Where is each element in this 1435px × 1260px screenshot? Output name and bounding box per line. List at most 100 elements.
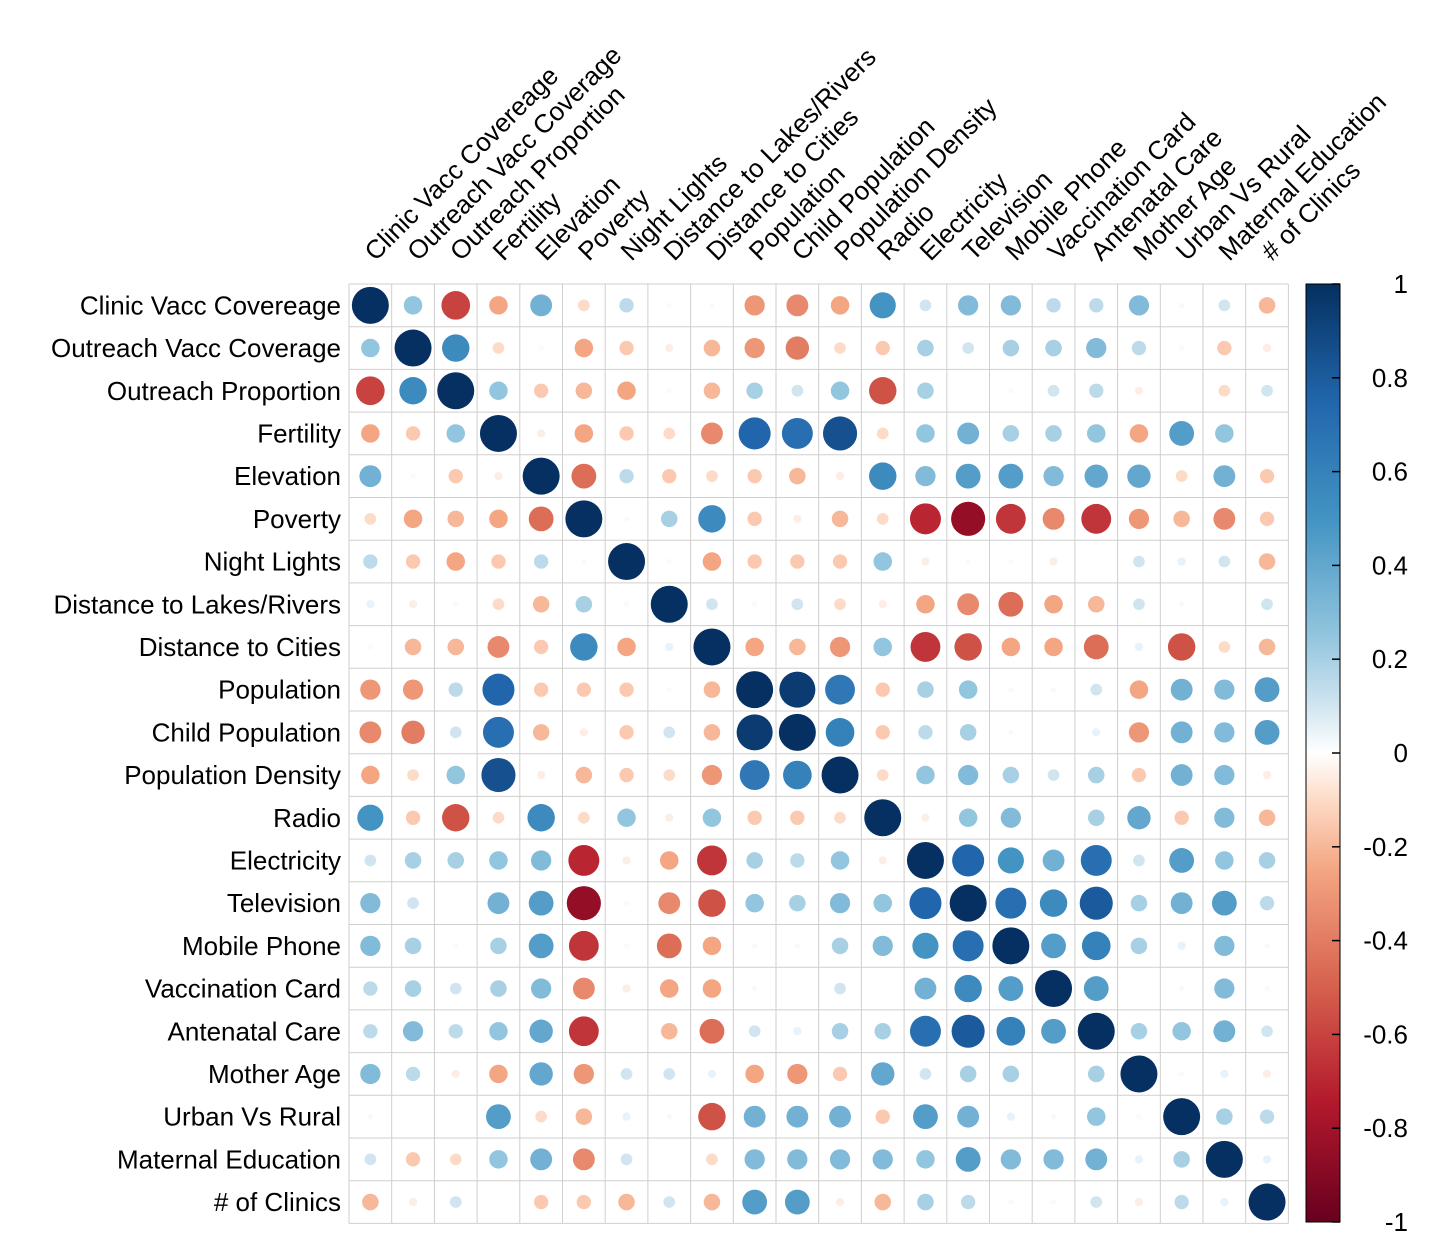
correlation-circle bbox=[662, 468, 677, 484]
correlation-circle bbox=[572, 1148, 595, 1171]
correlation-circle bbox=[663, 769, 676, 781]
correlation-circle bbox=[402, 679, 424, 700]
correlation-circle bbox=[919, 299, 932, 312]
correlation-circle bbox=[793, 1027, 802, 1036]
correlation-circle bbox=[399, 377, 427, 405]
correlation-circle bbox=[1000, 807, 1021, 828]
correlation-circle bbox=[1173, 510, 1190, 528]
correlation-circle bbox=[1080, 844, 1112, 876]
row-labels: Clinic Vacc Covereage Outreach Vacc Cover… bbox=[51, 290, 341, 1217]
correlation-circle bbox=[1220, 1197, 1229, 1207]
correlation-circle bbox=[738, 417, 771, 450]
correlation-circle bbox=[958, 808, 978, 827]
correlation-circle bbox=[578, 299, 590, 312]
correlation-circle bbox=[873, 552, 892, 571]
colorbar-tick-label: 0 bbox=[1394, 738, 1408, 768]
correlation-circle bbox=[789, 638, 806, 656]
correlation-circle bbox=[568, 930, 599, 961]
correlation-circle bbox=[699, 1018, 725, 1044]
correlation-circle bbox=[959, 1065, 977, 1083]
correlation-circle bbox=[1179, 345, 1185, 351]
correlation-circle bbox=[871, 1062, 895, 1086]
correlation-circle bbox=[747, 468, 762, 484]
correlation-circle bbox=[533, 639, 549, 655]
correlation-circle bbox=[995, 503, 1026, 534]
correlation-circle bbox=[831, 510, 849, 528]
colorbar-tick-label: -0.4 bbox=[1363, 926, 1408, 956]
correlation-circle bbox=[1259, 1109, 1275, 1124]
correlation-circle bbox=[952, 844, 985, 877]
correlation-circle bbox=[1220, 1069, 1229, 1079]
correlation-circle bbox=[793, 514, 802, 523]
correlation-circle bbox=[875, 682, 890, 697]
correlation-circle bbox=[1042, 507, 1065, 530]
correlation-circle bbox=[394, 329, 432, 367]
correlation-circle bbox=[1216, 1108, 1233, 1125]
correlation-circle bbox=[446, 765, 465, 785]
correlation-circle bbox=[575, 1108, 593, 1125]
correlation-circle bbox=[952, 930, 984, 962]
correlation-circle bbox=[410, 473, 416, 479]
correlation-circle bbox=[665, 642, 674, 652]
correlation-circle bbox=[367, 644, 373, 650]
correlation-circle bbox=[1213, 1020, 1236, 1043]
correlation-circle bbox=[697, 845, 727, 876]
correlation-circle bbox=[490, 937, 507, 955]
row-label: Maternal Education bbox=[117, 1144, 341, 1174]
correlation-circle bbox=[954, 633, 982, 661]
correlation-circle bbox=[447, 852, 465, 869]
correlation-circle bbox=[957, 593, 980, 616]
correlation-circle bbox=[1259, 511, 1275, 527]
correlation-circle bbox=[405, 554, 421, 569]
correlation-circle bbox=[703, 681, 721, 698]
correlation-circle bbox=[535, 1110, 548, 1123]
correlation-circle bbox=[447, 510, 465, 528]
correlation-circle bbox=[666, 1114, 672, 1120]
row-label: Fertility bbox=[257, 418, 341, 448]
correlation-circle bbox=[752, 985, 758, 992]
correlation-circle bbox=[532, 724, 550, 741]
correlation-circle bbox=[622, 984, 631, 993]
correlation-circle bbox=[1128, 508, 1150, 529]
correlation-circle bbox=[781, 417, 813, 449]
correlation-circle bbox=[878, 856, 887, 865]
correlation-circle bbox=[1214, 722, 1235, 743]
correlation-circle bbox=[1213, 465, 1236, 488]
correlation-circle bbox=[744, 1149, 765, 1170]
correlation-circle bbox=[916, 595, 935, 614]
correlation-circle bbox=[538, 345, 544, 351]
correlation-circle bbox=[1087, 595, 1105, 613]
correlation-circle bbox=[1262, 770, 1272, 780]
correlation-circle bbox=[351, 286, 389, 324]
correlation-circle bbox=[834, 982, 846, 995]
correlation-circle bbox=[408, 1197, 418, 1207]
correlation-circle bbox=[1133, 598, 1145, 611]
correlation-circle bbox=[1086, 337, 1107, 359]
correlation-circle bbox=[706, 470, 718, 482]
correlation-circle bbox=[913, 1104, 938, 1130]
correlation-circle bbox=[1084, 464, 1108, 488]
correlation-circle bbox=[1134, 386, 1144, 395]
correlation-circle bbox=[537, 770, 546, 780]
correlation-circles bbox=[351, 286, 1286, 1221]
correlation-circle bbox=[1254, 677, 1280, 703]
correlation-circle bbox=[1259, 895, 1275, 911]
correlation-circle bbox=[442, 804, 470, 832]
correlation-circle bbox=[442, 334, 470, 362]
correlation-circle bbox=[746, 382, 763, 400]
correlation-circle bbox=[403, 509, 423, 529]
correlation-circle bbox=[743, 1105, 766, 1128]
correlation-circle bbox=[529, 1019, 553, 1043]
correlation-circle bbox=[873, 637, 892, 657]
correlation-circle bbox=[489, 296, 508, 315]
correlation-circle bbox=[1169, 421, 1195, 446]
colorbar-tick-label: 1 bbox=[1394, 269, 1408, 299]
correlation-circle bbox=[919, 1068, 932, 1080]
correlation-circle bbox=[962, 342, 975, 354]
correlation-circle bbox=[575, 382, 593, 400]
correlation-circle bbox=[1006, 1112, 1015, 1121]
correlation-circle bbox=[1167, 633, 1196, 661]
correlation-circle bbox=[703, 1193, 721, 1211]
row-label: Clinic Vacc Covereage bbox=[80, 290, 341, 320]
